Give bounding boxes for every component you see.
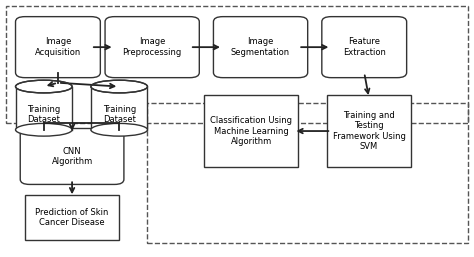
FancyBboxPatch shape <box>105 17 199 78</box>
FancyBboxPatch shape <box>213 17 308 78</box>
Text: Training
Dataset: Training Dataset <box>27 105 60 124</box>
Bar <box>16 87 72 130</box>
FancyBboxPatch shape <box>327 95 411 167</box>
Text: Classification Using
Machine Learning
Algorithm: Classification Using Machine Learning Al… <box>210 116 292 146</box>
FancyBboxPatch shape <box>25 195 119 240</box>
Text: Image
Segmentation: Image Segmentation <box>231 38 290 57</box>
Ellipse shape <box>91 80 147 93</box>
Ellipse shape <box>16 80 72 93</box>
Text: Training
Dataset: Training Dataset <box>102 105 136 124</box>
Text: CNN
Algorithm: CNN Algorithm <box>52 147 93 166</box>
Text: Training and
Testing
Framework Using
SVM: Training and Testing Framework Using SVM <box>332 111 405 151</box>
Ellipse shape <box>16 123 72 136</box>
Text: Feature
Extraction: Feature Extraction <box>343 38 386 57</box>
Ellipse shape <box>91 123 147 136</box>
Text: Prediction of Skin
Cancer Disease: Prediction of Skin Cancer Disease <box>36 208 109 227</box>
Text: Image
Acquisition: Image Acquisition <box>35 38 81 57</box>
FancyBboxPatch shape <box>322 17 407 78</box>
FancyBboxPatch shape <box>20 128 124 185</box>
Bar <box>91 87 147 130</box>
FancyBboxPatch shape <box>16 17 100 78</box>
FancyBboxPatch shape <box>204 95 298 167</box>
Text: Image
Preprocessing: Image Preprocessing <box>123 38 182 57</box>
